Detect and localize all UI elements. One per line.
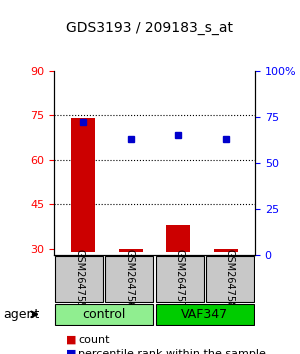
- Text: agent: agent: [3, 308, 39, 321]
- Text: GSM264757: GSM264757: [175, 249, 184, 308]
- FancyBboxPatch shape: [155, 304, 254, 325]
- Text: GSM264756: GSM264756: [124, 249, 134, 308]
- Bar: [71, 118, 95, 252]
- FancyBboxPatch shape: [55, 256, 103, 302]
- Text: GDS3193 / 209183_s_at: GDS3193 / 209183_s_at: [67, 21, 233, 35]
- FancyBboxPatch shape: [55, 304, 154, 325]
- Text: ■: ■: [66, 349, 76, 354]
- Bar: [167, 225, 191, 252]
- FancyBboxPatch shape: [105, 256, 154, 302]
- Bar: [214, 249, 238, 252]
- Text: ■: ■: [66, 335, 76, 345]
- Bar: [118, 249, 142, 252]
- Text: GSM264755: GSM264755: [74, 249, 84, 308]
- Text: GSM264758: GSM264758: [225, 249, 235, 308]
- Text: VAF347: VAF347: [181, 308, 228, 321]
- FancyBboxPatch shape: [155, 256, 204, 302]
- Text: control: control: [82, 308, 126, 321]
- Text: percentile rank within the sample: percentile rank within the sample: [78, 349, 266, 354]
- Text: count: count: [78, 335, 110, 345]
- FancyBboxPatch shape: [206, 256, 254, 302]
